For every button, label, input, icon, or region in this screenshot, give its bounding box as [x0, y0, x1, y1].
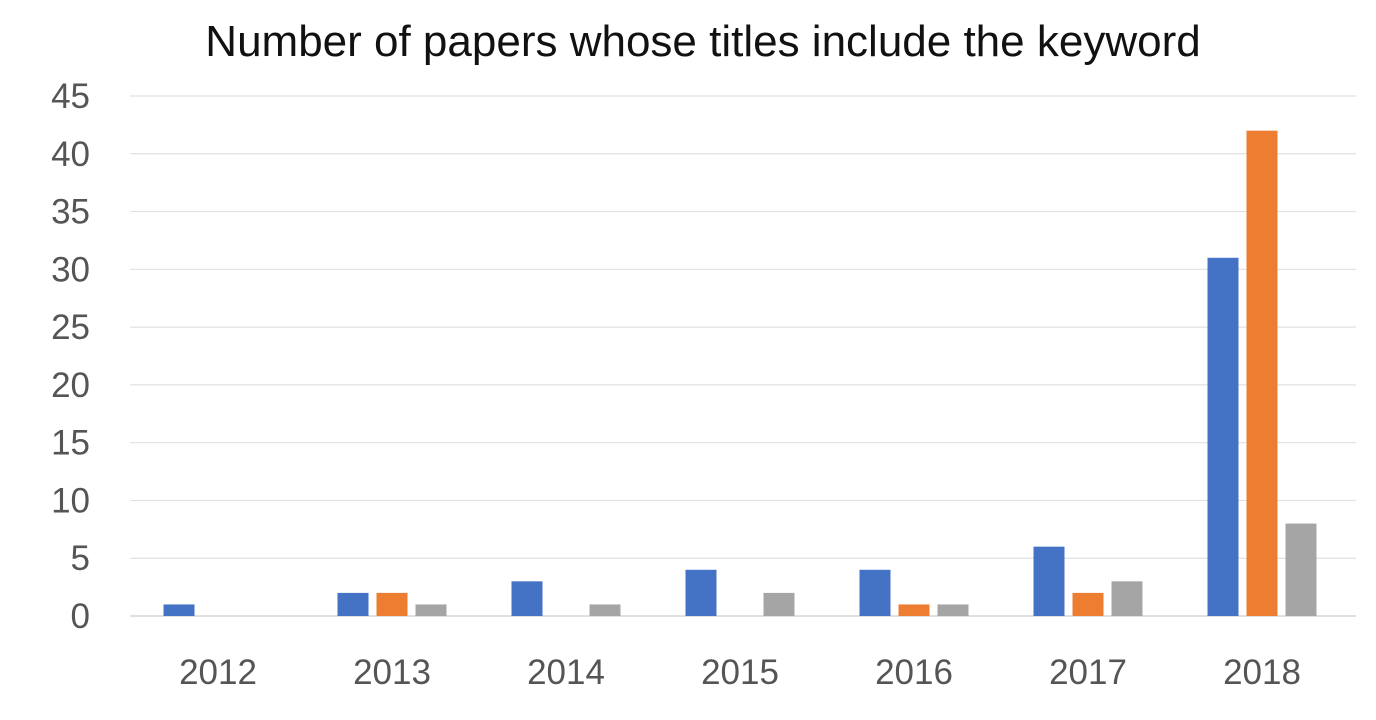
y-tick-label: 5 [71, 539, 90, 578]
y-tick-label: 35 [51, 193, 90, 232]
y-tick-label: 15 [51, 424, 90, 463]
y-tick-label: 25 [51, 308, 90, 347]
x-tick-label: 2013 [353, 653, 431, 692]
chart-title: Number of papers whose titles include th… [205, 17, 1200, 66]
y-tick-label: 20 [51, 366, 90, 405]
x-tick-label: 2017 [1049, 653, 1127, 692]
bar [511, 581, 543, 616]
bar [1246, 130, 1278, 616]
y-tick-label: 0 [71, 597, 90, 636]
x-tick-label: 2016 [875, 653, 953, 692]
y-tick-label: 40 [51, 135, 90, 174]
x-tick-label: 2018 [1223, 653, 1301, 692]
bar [376, 592, 408, 616]
x-tick-label: 2012 [179, 653, 257, 692]
x-axis-category-labels: 2012 2013 2014 2015 2016 2017 2018 [179, 653, 1301, 692]
x-tick-label: 2014 [527, 653, 605, 692]
bar [898, 604, 930, 616]
bar [163, 604, 195, 616]
bar [1072, 592, 1104, 616]
x-tick-label: 2015 [701, 653, 779, 692]
bar [589, 604, 621, 616]
bar [337, 592, 369, 616]
bar [763, 592, 795, 616]
bar [937, 604, 969, 616]
bar [415, 604, 447, 616]
y-axis-tick-labels: 0 5 10 15 20 25 30 35 40 45 [51, 77, 90, 636]
y-tick-label: 45 [51, 77, 90, 116]
y-tick-label: 10 [51, 481, 90, 520]
bar [1111, 581, 1143, 616]
gridlines [130, 95, 1356, 617]
bar [1033, 546, 1065, 616]
bar [1285, 523, 1317, 616]
bar [859, 569, 891, 616]
y-tick-label: 30 [51, 250, 90, 289]
bar [685, 569, 717, 616]
bar [1207, 257, 1239, 616]
bars [163, 130, 1317, 616]
